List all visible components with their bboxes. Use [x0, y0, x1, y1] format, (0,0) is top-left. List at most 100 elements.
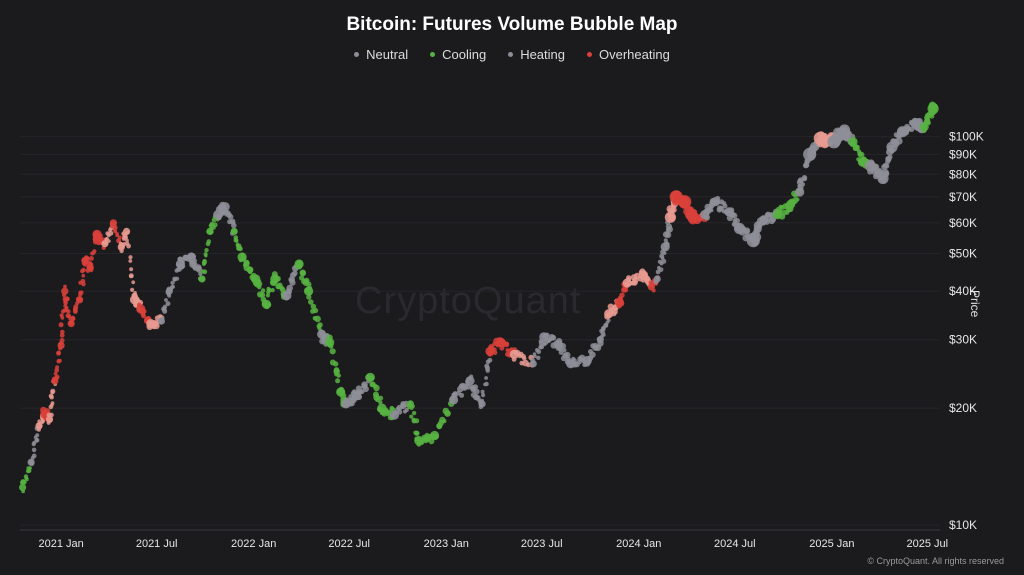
- data-point[interactable]: [81, 256, 89, 264]
- data-point[interactable]: [57, 341, 65, 349]
- data-point[interactable]: [478, 400, 486, 408]
- data-point[interactable]: [186, 252, 196, 262]
- data-point[interactable]: [886, 141, 898, 153]
- data-point[interactable]: [92, 229, 102, 239]
- data-point[interactable]: [678, 195, 692, 209]
- data-point[interactable]: [496, 337, 506, 348]
- data-point[interactable]: [414, 435, 424, 446]
- data-point[interactable]: [136, 304, 146, 314]
- data-point[interactable]: [76, 296, 84, 304]
- data-point[interactable]: [341, 399, 351, 409]
- data-point[interactable]: [237, 252, 247, 262]
- data-point[interactable]: [261, 299, 271, 309]
- data-point[interactable]: [539, 332, 549, 342]
- data-point[interactable]: [430, 430, 440, 441]
- legend-item-heating[interactable]: Heating: [508, 47, 565, 62]
- data-point[interactable]: [35, 422, 43, 430]
- data-point[interactable]: [827, 135, 841, 149]
- bubble-heating: [129, 267, 134, 272]
- data-point[interactable]: [759, 215, 769, 225]
- data-point[interactable]: [45, 415, 54, 423]
- data-point[interactable]: [117, 243, 125, 251]
- data-point[interactable]: [406, 400, 414, 408]
- data-point[interactable]: [553, 339, 563, 349]
- data-point[interactable]: [614, 297, 624, 307]
- data-point[interactable]: [910, 118, 922, 130]
- data-point[interactable]: [582, 356, 592, 366]
- data-point[interactable]: [896, 126, 909, 138]
- legend-item-overheating[interactable]: Overheating: [587, 47, 670, 62]
- data-point[interactable]: [51, 377, 59, 385]
- data-point[interactable]: [206, 227, 214, 235]
- data-point[interactable]: [877, 172, 889, 185]
- bubble-neutral: [472, 384, 479, 390]
- data-point[interactable]: [61, 287, 69, 295]
- data-point[interactable]: [365, 372, 375, 382]
- data-point[interactable]: [660, 242, 670, 252]
- data-point[interactable]: [596, 336, 604, 344]
- data-point[interactable]: [813, 131, 827, 145]
- bubble-neutral: [550, 334, 557, 341]
- data-point[interactable]: [157, 317, 165, 325]
- data-point[interactable]: [647, 283, 656, 291]
- data-point[interactable]: [175, 259, 185, 269]
- data-point[interactable]: [724, 207, 734, 217]
- data-point[interactable]: [919, 122, 929, 132]
- data-point[interactable]: [509, 349, 519, 359]
- data-point[interactable]: [465, 376, 475, 386]
- bubble-heating: [522, 356, 527, 361]
- legend-item-cooling[interactable]: Cooling: [430, 47, 486, 62]
- data-point[interactable]: [165, 287, 173, 295]
- data-point[interactable]: [848, 137, 858, 147]
- data-point[interactable]: [27, 458, 35, 466]
- data-point[interactable]: [67, 320, 75, 328]
- data-point[interactable]: [687, 211, 699, 223]
- data-point[interactable]: [282, 290, 292, 301]
- data-point[interactable]: [566, 359, 576, 369]
- data-point[interactable]: [529, 360, 537, 368]
- data-point[interactable]: [294, 259, 304, 269]
- data-point[interactable]: [772, 210, 783, 220]
- data-point[interactable]: [485, 346, 495, 356]
- data-point[interactable]: [101, 240, 109, 248]
- data-point[interactable]: [786, 199, 796, 209]
- data-point[interactable]: [746, 234, 760, 248]
- data-point[interactable]: [377, 403, 387, 413]
- data-point[interactable]: [336, 387, 346, 397]
- data-point[interactable]: [653, 275, 661, 283]
- data-point[interactable]: [123, 227, 131, 235]
- data-point[interactable]: [638, 270, 649, 280]
- data-point[interactable]: [352, 391, 362, 401]
- data-point[interactable]: [795, 187, 805, 197]
- data-point[interactable]: [129, 295, 140, 305]
- legend-item-neutral[interactable]: Neutral: [354, 47, 408, 62]
- data-point[interactable]: [109, 219, 117, 227]
- data-point[interactable]: [325, 337, 335, 348]
- data-point[interactable]: [838, 124, 851, 136]
- data-point[interactable]: [213, 210, 223, 220]
- bubble-neutral: [473, 388, 480, 395]
- data-point[interactable]: [604, 309, 614, 319]
- data-point[interactable]: [19, 483, 27, 491]
- data-point[interactable]: [864, 160, 877, 172]
- data-point[interactable]: [710, 197, 720, 207]
- data-point[interactable]: [664, 211, 677, 223]
- data-point[interactable]: [803, 147, 817, 161]
- y-tick-label: $10K: [949, 518, 977, 532]
- data-point[interactable]: [700, 210, 710, 220]
- data-point[interactable]: [86, 264, 94, 272]
- data-point[interactable]: [733, 222, 746, 235]
- data-point[interactable]: [927, 103, 939, 115]
- data-point[interactable]: [198, 275, 206, 283]
- data-point[interactable]: [270, 274, 280, 284]
- data-point[interactable]: [622, 278, 632, 288]
- data-point[interactable]: [317, 329, 327, 339]
- data-point[interactable]: [230, 227, 238, 235]
- data-point[interactable]: [449, 395, 459, 405]
- data-point[interactable]: [251, 274, 261, 284]
- data-point[interactable]: [857, 157, 868, 167]
- data-point[interactable]: [304, 286, 314, 296]
- data-point[interactable]: [220, 202, 230, 212]
- data-point[interactable]: [146, 319, 156, 329]
- data-point[interactable]: [389, 410, 400, 420]
